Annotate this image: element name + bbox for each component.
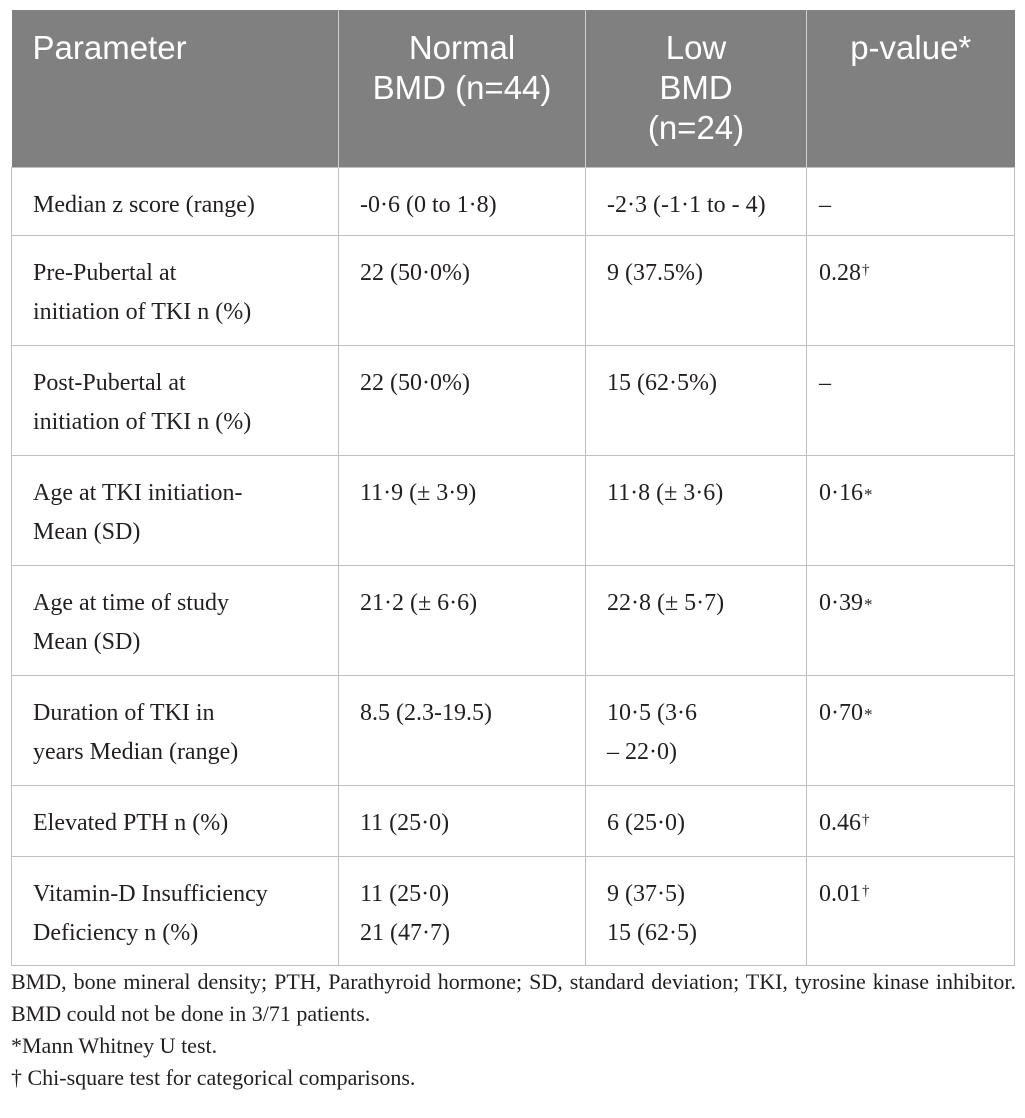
p-value-footnote-mark: † bbox=[862, 261, 870, 278]
cell-parameter: Vitamin-D Insufficiency Deficiency n (%) bbox=[11, 855, 339, 966]
cell-normal-bmd: 11 (25·0) bbox=[338, 784, 586, 857]
data-table: Parameter Normal BMD (n=44) Low BMD (n=2… bbox=[11, 10, 1015, 966]
table-row: Age at TKI initiation- Mean (SD) 11·9 (± … bbox=[11, 454, 1015, 566]
cell-p-value: 0.46† bbox=[806, 784, 1015, 857]
table-row: Post-Pubertal at initiation of TKI n (%) … bbox=[11, 344, 1015, 456]
cell-low-bmd: -2·3 (-1·1 to - 4) bbox=[585, 166, 807, 236]
header-parameter: Parameter bbox=[11, 10, 339, 167]
cell-p-value: – bbox=[806, 344, 1015, 456]
table-row: Pre-Pubertal at initiation of TKI n (%) 2… bbox=[11, 234, 1015, 346]
cell-p-value: 0·16* bbox=[806, 454, 1015, 566]
cell-low-bmd: 22·8 (± 5·7) bbox=[585, 564, 807, 676]
p-value-footnote-mark: † bbox=[862, 882, 870, 899]
table-row: Age at time of study Mean (SD) 21·2 (± 6·… bbox=[11, 564, 1015, 676]
cell-normal-bmd: 21·2 (± 6·6) bbox=[338, 564, 586, 676]
cell-low-bmd: 11·8 (± 3·6) bbox=[585, 454, 807, 566]
table-footnotes: BMD, bone mineral density; PTH, Parathyr… bbox=[11, 966, 1016, 1094]
p-value-footnote-mark: † bbox=[862, 811, 870, 828]
cell-parameter: Elevated PTH n (%) bbox=[11, 784, 339, 857]
cell-p-value: 0·70* bbox=[806, 674, 1015, 786]
cell-low-bmd: 10·5 (3·6– 22·0) bbox=[585, 674, 807, 786]
cell-parameter: Pre-Pubertal at initiation of TKI n (%) bbox=[11, 234, 339, 346]
cell-low-bmd: 6 (25·0) bbox=[585, 784, 807, 857]
cell-p-value: 0.28† bbox=[806, 234, 1015, 346]
table-row: Elevated PTH n (%) 11 (25·0) 6 (25·0) 0.… bbox=[11, 784, 1015, 857]
cell-parameter: Age at time of study Mean (SD) bbox=[11, 564, 339, 676]
table-row: Vitamin-D Insufficiency Deficiency n (%) … bbox=[11, 855, 1015, 966]
cell-normal-bmd: 11·9 (± 3·9) bbox=[338, 454, 586, 566]
footnote-chi-square: † Chi-square test for categorical compar… bbox=[11, 1065, 416, 1090]
cell-low-bmd: 9 (37·5) 15 (62·5) bbox=[585, 855, 807, 966]
table-row: Median z score (range) -0·6 (0 to 1·8) -… bbox=[11, 166, 1015, 236]
cell-normal-bmd: 8.5 (2.3-19.5) bbox=[338, 674, 586, 786]
cell-normal-bmd: 11 (25·0) 21 (47·7) bbox=[338, 855, 586, 966]
cell-p-value: – bbox=[806, 166, 1015, 236]
cell-parameter: Post-Pubertal at initiation of TKI n (%) bbox=[11, 344, 339, 456]
table-header-row: Parameter Normal BMD (n=44) Low BMD (n=2… bbox=[11, 10, 1015, 167]
cell-parameter: Duration of TKI in years Median (range) bbox=[11, 674, 339, 786]
cell-p-value: 0·39* bbox=[806, 564, 1015, 676]
cell-low-bmd: 15 (62·5%) bbox=[585, 344, 807, 456]
p-value-footnote-mark: * bbox=[864, 484, 873, 504]
header-p-value: p-value* bbox=[850, 29, 972, 66]
cell-parameter: Median z score (range) bbox=[11, 166, 339, 236]
cell-normal-bmd: 22 (50·0%) bbox=[338, 344, 586, 456]
table-row: Duration of TKI in years Median (range) 8… bbox=[11, 674, 1015, 786]
cell-normal-bmd: -0·6 (0 to 1·8) bbox=[338, 166, 586, 236]
header-low-bmd: Low BMD (n=24) bbox=[585, 10, 807, 167]
p-value-footnote-mark: * bbox=[864, 704, 873, 724]
p-value-footnote-mark: * bbox=[864, 594, 873, 614]
footnote-abbreviations: BMD, bone mineral density; PTH, Parathyr… bbox=[11, 969, 1016, 1026]
footnote-mann-whitney: *Mann Whitney U test. bbox=[11, 1033, 218, 1058]
header-normal-bmd: Normal BMD (n=44) bbox=[338, 10, 586, 167]
cell-parameter: Age at TKI initiation- Mean (SD) bbox=[11, 454, 339, 566]
cell-normal-bmd: 22 (50·0%) bbox=[338, 234, 586, 346]
cell-low-bmd: 9 (37.5%) bbox=[585, 234, 807, 346]
cell-p-value: 0.01† bbox=[806, 855, 1015, 966]
